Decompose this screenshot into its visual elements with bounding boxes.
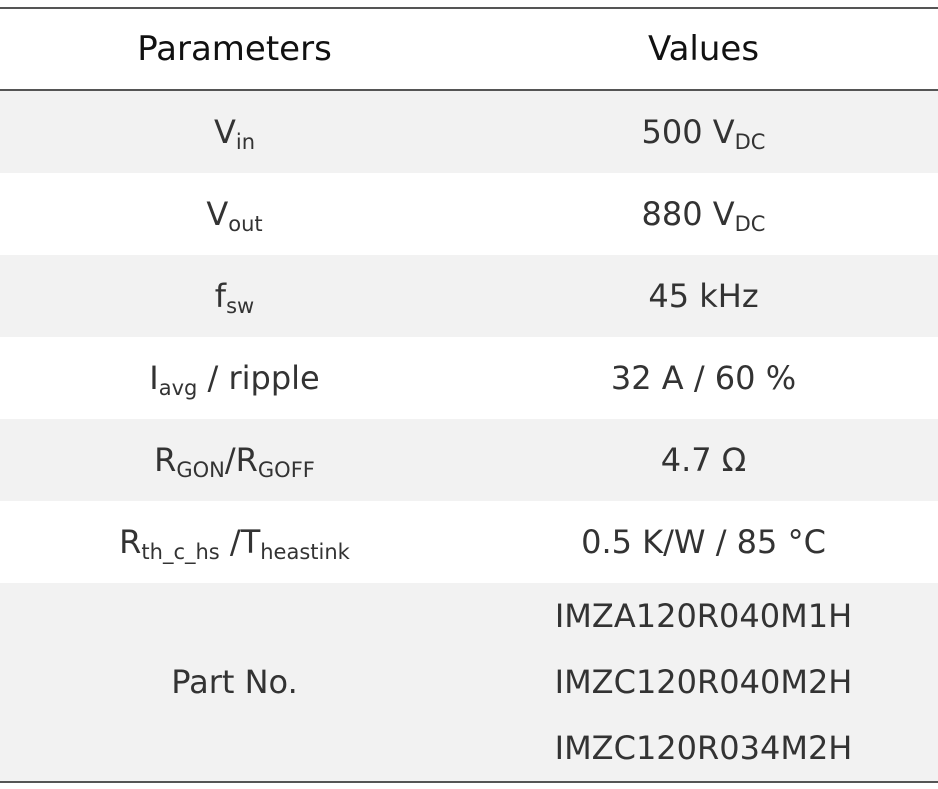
- table-row: RGON/RGOFF 4.7 Ω: [0, 419, 938, 501]
- table-row: Rth_c_hs /Theastink 0.5 K/W / 85 °C: [0, 501, 938, 583]
- subscript: DC: [734, 130, 766, 154]
- table-cell: RGON/RGOFF: [0, 419, 469, 501]
- text: IMZA120R040M1H: [554, 597, 853, 635]
- table-cell: 0.5 K/W / 85 °C: [469, 501, 938, 583]
- header-row: Parameters Values: [0, 8, 938, 91]
- cell-line: 4.7 Ω: [469, 427, 938, 493]
- text: 880 V: [641, 195, 735, 233]
- table-row: Vin 500 VDC: [0, 90, 938, 173]
- table-cell: 4.7 Ω: [469, 419, 938, 501]
- header-cell: Parameters: [0, 8, 469, 91]
- table-cell: 500 VDC: [469, 90, 938, 173]
- text: R: [154, 441, 177, 479]
- table-cell: 45 kHz: [469, 255, 938, 337]
- text: IMZC120R034M2H: [554, 729, 853, 767]
- text: 45 kHz: [648, 277, 759, 315]
- cell-line: Rth_c_hs /Theastink: [0, 509, 469, 575]
- cell-line: fsw: [0, 263, 469, 329]
- table-cell: 880 VDC: [469, 173, 938, 255]
- text: V: [206, 195, 229, 233]
- text: Part No.: [171, 663, 298, 701]
- text: 500 V: [641, 113, 735, 151]
- cell-line: IMZA120R040M1H: [469, 583, 938, 649]
- cell-line: 32 A / 60 %: [469, 345, 938, 411]
- table-row: fsw 45 kHz: [0, 255, 938, 337]
- table-cell: Vout: [0, 173, 469, 255]
- text: /T: [219, 523, 261, 561]
- text: / ripple: [197, 359, 320, 397]
- text: IMZC120R040M2H: [554, 663, 853, 701]
- text: f: [214, 277, 227, 315]
- table-row: Vout 880 VDC: [0, 173, 938, 255]
- subscript: GOFF: [257, 458, 315, 482]
- subscript: GON: [176, 458, 225, 482]
- table-cell: IMZA120R040M1H IMZC120R040M2H IMZC120R034M…: [469, 583, 938, 782]
- cell-line: 880 VDC: [469, 181, 938, 247]
- text: V: [213, 113, 236, 151]
- subscript: th_c_hs: [141, 540, 220, 564]
- cell-line: IMZC120R034M2H: [469, 715, 938, 781]
- subscript: in: [235, 130, 256, 154]
- subscript: avg: [158, 376, 198, 400]
- table-cell: Iavg / ripple: [0, 337, 469, 419]
- cell-line: 0.5 K/W / 85 °C: [469, 509, 938, 575]
- text: I: [149, 359, 159, 397]
- header-cell: Values: [469, 8, 938, 91]
- table-cell: Rth_c_hs /Theastink: [0, 501, 469, 583]
- text: R: [119, 523, 142, 561]
- table-cell: 32 A / 60 %: [469, 337, 938, 419]
- cell-line: 500 VDC: [469, 99, 938, 165]
- text: 0.5 K/W / 85 °C: [581, 523, 826, 561]
- text: /R: [224, 441, 258, 479]
- table-row: Iavg / ripple 32 A / 60 %: [0, 337, 938, 419]
- cell-line: IMZC120R040M2H: [469, 649, 938, 715]
- cell-line: 45 kHz: [469, 263, 938, 329]
- table-body: Vin 500 VDC Vout 880 VDC fsw 45 kHz Iavg / rip…: [0, 90, 938, 782]
- cell-line: Vout: [0, 181, 469, 247]
- table-cell: Vin: [0, 90, 469, 173]
- subscript: DC: [734, 212, 766, 236]
- cell-line: Iavg / ripple: [0, 345, 469, 411]
- table-cell: fsw: [0, 255, 469, 337]
- cell-line: RGON/RGOFF: [0, 427, 469, 493]
- subscript: heastink: [260, 540, 350, 564]
- subscript: sw: [226, 294, 255, 318]
- cell-line: Part No.: [0, 649, 469, 715]
- cell-line: Vin: [0, 99, 469, 165]
- text: 32 A / 60 %: [610, 359, 797, 397]
- parameter-table: Parameters Values Vin 500 VDC Vout 880 VDC f…: [0, 7, 938, 783]
- table-cell: Part No.: [0, 583, 469, 782]
- text: 4.7 Ω: [660, 441, 747, 479]
- table-row: Part No. IMZA120R040M1H IMZC120R040M2H IMZC…: [0, 583, 938, 782]
- subscript: out: [228, 212, 263, 236]
